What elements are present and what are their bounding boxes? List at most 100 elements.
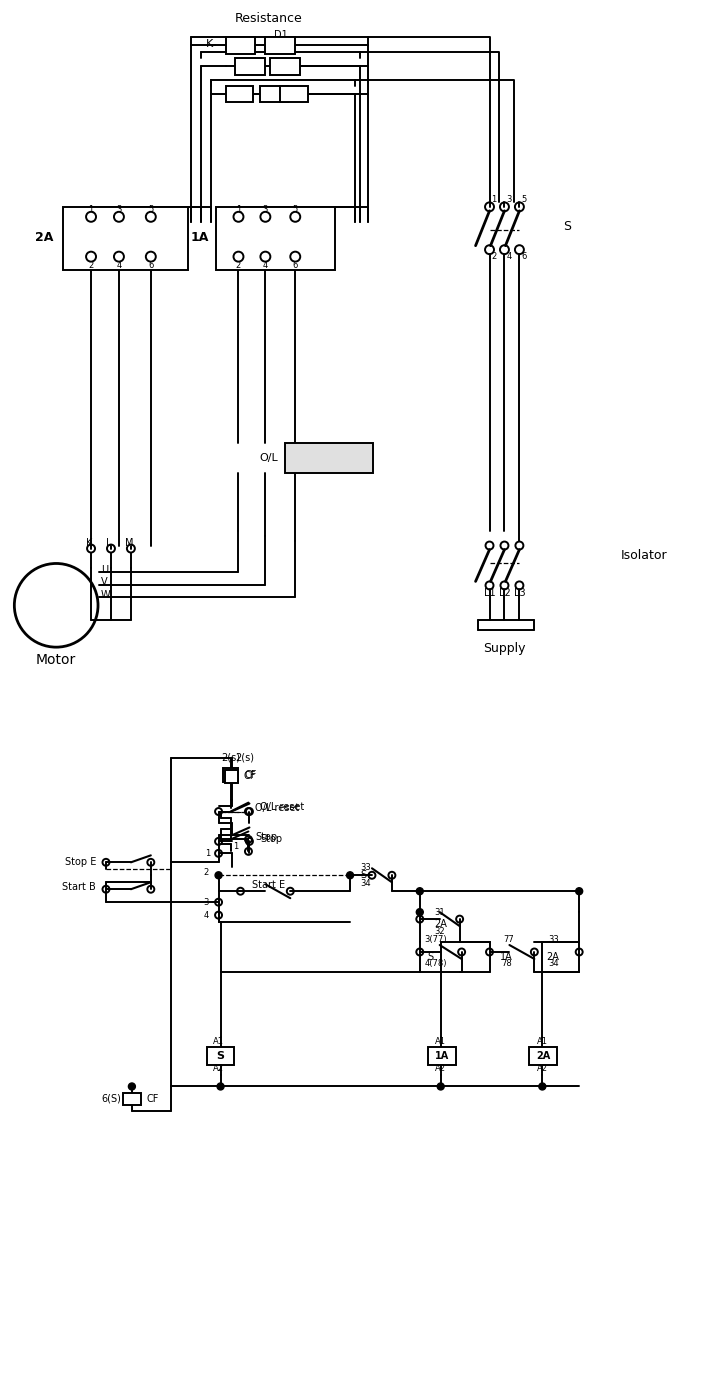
Text: 6(S): 6(S) bbox=[101, 1093, 121, 1103]
Text: Stop E: Stop E bbox=[65, 858, 96, 868]
Text: 2(s): 2(s) bbox=[221, 752, 240, 763]
Text: 2(s): 2(s) bbox=[235, 752, 255, 763]
Bar bbox=[266, 37, 296, 55]
Bar bbox=[226, 37, 256, 55]
Text: 3: 3 bbox=[263, 205, 268, 214]
Text: L: L bbox=[106, 538, 111, 547]
Text: E1: E1 bbox=[276, 59, 288, 69]
Bar bbox=[270, 58, 300, 76]
Text: CF: CF bbox=[147, 1094, 159, 1104]
Text: Stop: Stop bbox=[261, 835, 282, 844]
Text: Supply: Supply bbox=[483, 642, 526, 654]
Text: 5: 5 bbox=[293, 205, 298, 214]
Text: 6: 6 bbox=[521, 252, 527, 261]
Text: 1A: 1A bbox=[190, 231, 209, 245]
Bar bbox=[207, 1046, 234, 1064]
Text: 34: 34 bbox=[549, 960, 559, 968]
Text: Start B: Start B bbox=[63, 883, 96, 892]
Bar bbox=[226, 87, 253, 102]
Bar bbox=[285, 443, 373, 473]
Text: 77: 77 bbox=[504, 935, 515, 943]
Text: 6: 6 bbox=[148, 261, 154, 270]
Text: D1: D1 bbox=[274, 29, 288, 40]
Text: 1: 1 bbox=[205, 848, 210, 858]
Text: 31: 31 bbox=[435, 908, 446, 917]
Text: 1: 1 bbox=[236, 205, 241, 214]
Text: S: S bbox=[428, 951, 434, 962]
Text: F1: F1 bbox=[293, 87, 304, 98]
Text: 5: 5 bbox=[149, 205, 154, 214]
Text: F: F bbox=[245, 87, 251, 98]
Text: 4: 4 bbox=[507, 252, 512, 261]
Text: A2: A2 bbox=[435, 1064, 446, 1072]
Text: L2: L2 bbox=[499, 588, 510, 598]
Text: Isolator: Isolator bbox=[620, 549, 668, 562]
Text: 3: 3 bbox=[203, 898, 209, 906]
Text: 2: 2 bbox=[88, 261, 94, 270]
Circle shape bbox=[128, 1084, 135, 1090]
Circle shape bbox=[539, 1084, 546, 1090]
Text: 3: 3 bbox=[507, 195, 512, 205]
Text: V: V bbox=[101, 578, 108, 587]
Text: Resistance: Resistance bbox=[234, 12, 302, 25]
Text: 1: 1 bbox=[233, 842, 239, 851]
Circle shape bbox=[347, 872, 354, 879]
Text: 32: 32 bbox=[435, 927, 446, 935]
Text: 1: 1 bbox=[491, 195, 496, 205]
Text: S: S bbox=[360, 870, 366, 880]
Bar bbox=[235, 58, 266, 76]
Text: 4(78): 4(78) bbox=[424, 960, 447, 968]
Text: A1: A1 bbox=[435, 1037, 446, 1046]
Bar bbox=[280, 87, 308, 102]
Text: 1A: 1A bbox=[435, 1050, 449, 1060]
Text: Stop: Stop bbox=[256, 832, 277, 843]
Text: 2: 2 bbox=[236, 261, 241, 270]
Text: 4: 4 bbox=[203, 910, 209, 920]
Text: A1: A1 bbox=[537, 1037, 547, 1046]
Text: 6: 6 bbox=[293, 261, 298, 270]
Bar bbox=[63, 206, 188, 270]
Circle shape bbox=[215, 872, 222, 879]
Text: CF: CF bbox=[243, 770, 256, 781]
Text: 4: 4 bbox=[116, 261, 122, 270]
Bar bbox=[529, 1046, 557, 1064]
Text: 4: 4 bbox=[263, 261, 268, 270]
Text: K: K bbox=[206, 40, 213, 49]
Text: 1: 1 bbox=[88, 205, 94, 214]
Text: O/L reset: O/L reset bbox=[261, 802, 304, 811]
Text: 2A: 2A bbox=[35, 231, 53, 245]
Bar bbox=[215, 206, 335, 270]
Text: O/L: O/L bbox=[260, 452, 278, 463]
Text: A1: A1 bbox=[213, 1037, 224, 1046]
Text: 1A: 1A bbox=[499, 951, 513, 962]
Circle shape bbox=[576, 888, 582, 895]
Bar bbox=[123, 1093, 141, 1106]
Circle shape bbox=[217, 1084, 224, 1090]
Text: A2: A2 bbox=[537, 1064, 547, 1072]
Bar bbox=[223, 767, 239, 781]
Text: S: S bbox=[216, 1050, 224, 1060]
Text: 2: 2 bbox=[203, 868, 209, 877]
Text: S: S bbox=[563, 220, 571, 234]
Circle shape bbox=[438, 1084, 444, 1090]
Text: U: U bbox=[101, 565, 108, 576]
Text: CF: CF bbox=[245, 770, 257, 780]
Text: 33: 33 bbox=[360, 862, 371, 872]
Text: 33: 33 bbox=[548, 935, 559, 943]
Text: O/L reset: O/L reset bbox=[256, 803, 300, 813]
Text: Start E: Start E bbox=[252, 880, 285, 890]
Bar bbox=[261, 87, 288, 102]
Text: 2A: 2A bbox=[537, 1050, 550, 1060]
Text: 2A: 2A bbox=[435, 918, 448, 930]
Text: 3: 3 bbox=[116, 205, 122, 214]
Text: Motor: Motor bbox=[36, 653, 76, 667]
Text: 2A: 2A bbox=[547, 951, 559, 962]
Bar bbox=[224, 770, 239, 782]
Text: 5: 5 bbox=[521, 195, 526, 205]
Text: M: M bbox=[124, 538, 133, 547]
Text: 2: 2 bbox=[491, 252, 496, 261]
Text: A2: A2 bbox=[213, 1064, 224, 1072]
Text: L1: L1 bbox=[483, 588, 495, 598]
Text: 78: 78 bbox=[502, 960, 513, 968]
Circle shape bbox=[416, 888, 423, 895]
